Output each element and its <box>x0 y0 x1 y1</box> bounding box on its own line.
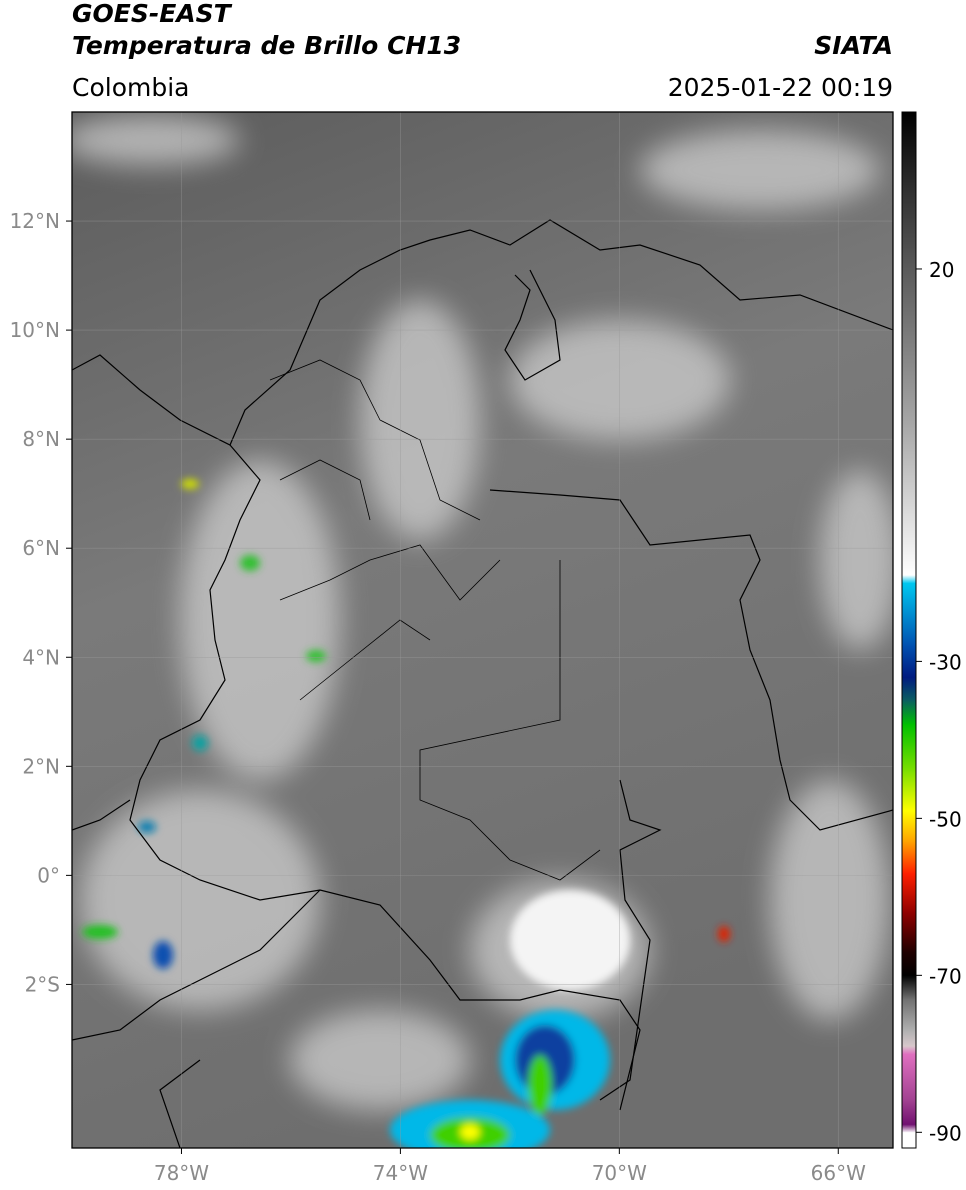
y-tick-label: 12°N <box>10 209 60 233</box>
colorbar-segment <box>902 700 916 725</box>
x-tick-label: 66°W <box>811 1161 866 1185</box>
colorbar-tick-label: -50 <box>929 807 962 831</box>
y-tick-label: 8°N <box>22 427 60 451</box>
colorbar-segment <box>902 268 916 427</box>
y-tick-label: 6°N <box>22 536 60 560</box>
colorbar-tick-label: 20 <box>929 258 954 282</box>
colorbar-segment <box>902 975 916 1000</box>
timestamp: 2025-01-22 00:19 <box>668 73 893 102</box>
colorbar-segment <box>902 1030 916 1047</box>
colorbar-segment <box>902 810 916 843</box>
colorbar-segment <box>902 998 916 1031</box>
colorbar-tick-label: -30 <box>929 650 962 674</box>
colorbar-segment <box>902 1053 916 1102</box>
colorbar-tick-label: -70 <box>929 964 962 988</box>
colorbar-segment <box>902 724 916 772</box>
x-tick-label: 74°W <box>373 1161 428 1185</box>
colorbar-segment <box>902 771 916 812</box>
colorbar-segment <box>902 425 916 576</box>
colorbar-segment <box>902 112 916 191</box>
colorbar-segment <box>902 1100 916 1125</box>
colorbar-segment <box>902 1132 916 1149</box>
y-tick-label: 4°N <box>22 645 60 669</box>
source: SIATA <box>814 31 893 60</box>
colorbar-segment <box>902 575 916 584</box>
colorbar-segment <box>902 841 916 874</box>
colorbar-segment <box>902 645 916 678</box>
colorbar-tick-label: -90 <box>929 1121 962 1145</box>
colorbar-segment <box>902 912 916 953</box>
y-tick-label: 2°S <box>25 972 60 996</box>
subtitle: Temperatura de Brillo CH13 <box>72 31 461 60</box>
title: GOES-EAST <box>72 0 233 28</box>
x-tick-label: 78°W <box>154 1161 209 1185</box>
colorbar-segment <box>902 190 916 270</box>
region: Colombia <box>72 73 189 102</box>
y-tick-label: 10°N <box>10 318 60 342</box>
colorbar-segment <box>902 873 916 914</box>
satellite-image <box>72 112 893 1148</box>
colorbar-segment <box>902 1045 916 1055</box>
y-tick-label: 0° <box>37 863 60 887</box>
colorbar-segment <box>902 1124 916 1133</box>
map-frame <box>71 111 894 1149</box>
y-tick-label: 2°N <box>22 754 60 778</box>
colorbar-segment <box>902 582 916 647</box>
colorbar-frame <box>901 111 917 1149</box>
colorbar-segment <box>902 677 916 702</box>
x-tick-label: 70°W <box>592 1161 647 1185</box>
colorbar-segment <box>902 951 916 976</box>
